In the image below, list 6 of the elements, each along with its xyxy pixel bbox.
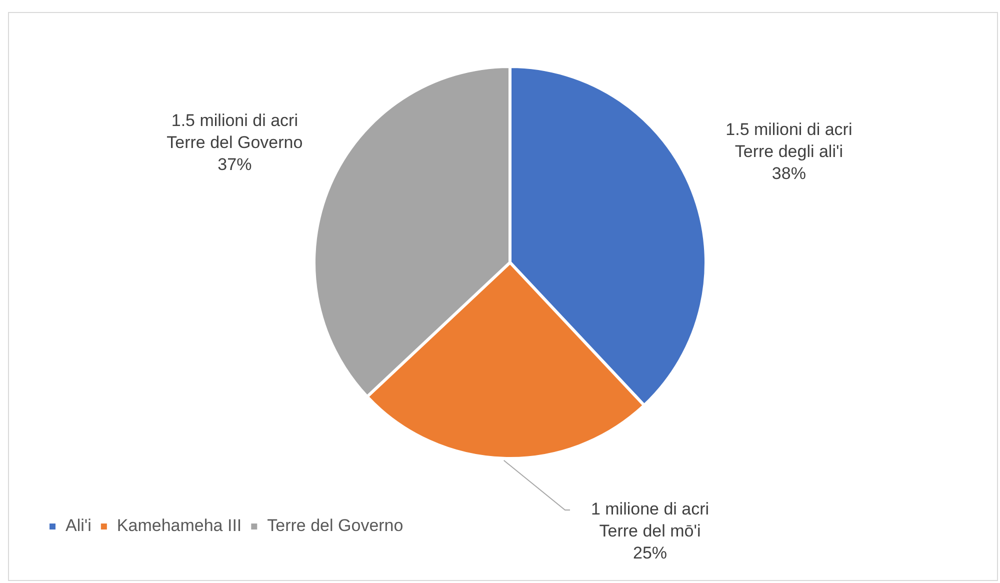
data-label: 1.5 milioni di acri Terre del Governo 37% [166, 111, 303, 174]
legend-label: Ali'i [66, 516, 92, 536]
data-label: 1 milione di acri Terre del mō'i 25% [590, 500, 710, 563]
legend-label: Kamehameha III [116, 516, 242, 536]
data-label: 1.5 milioni di acri Terre degli ali'i 38% [726, 120, 852, 183]
legend-label: Terre del Governo [267, 516, 404, 536]
